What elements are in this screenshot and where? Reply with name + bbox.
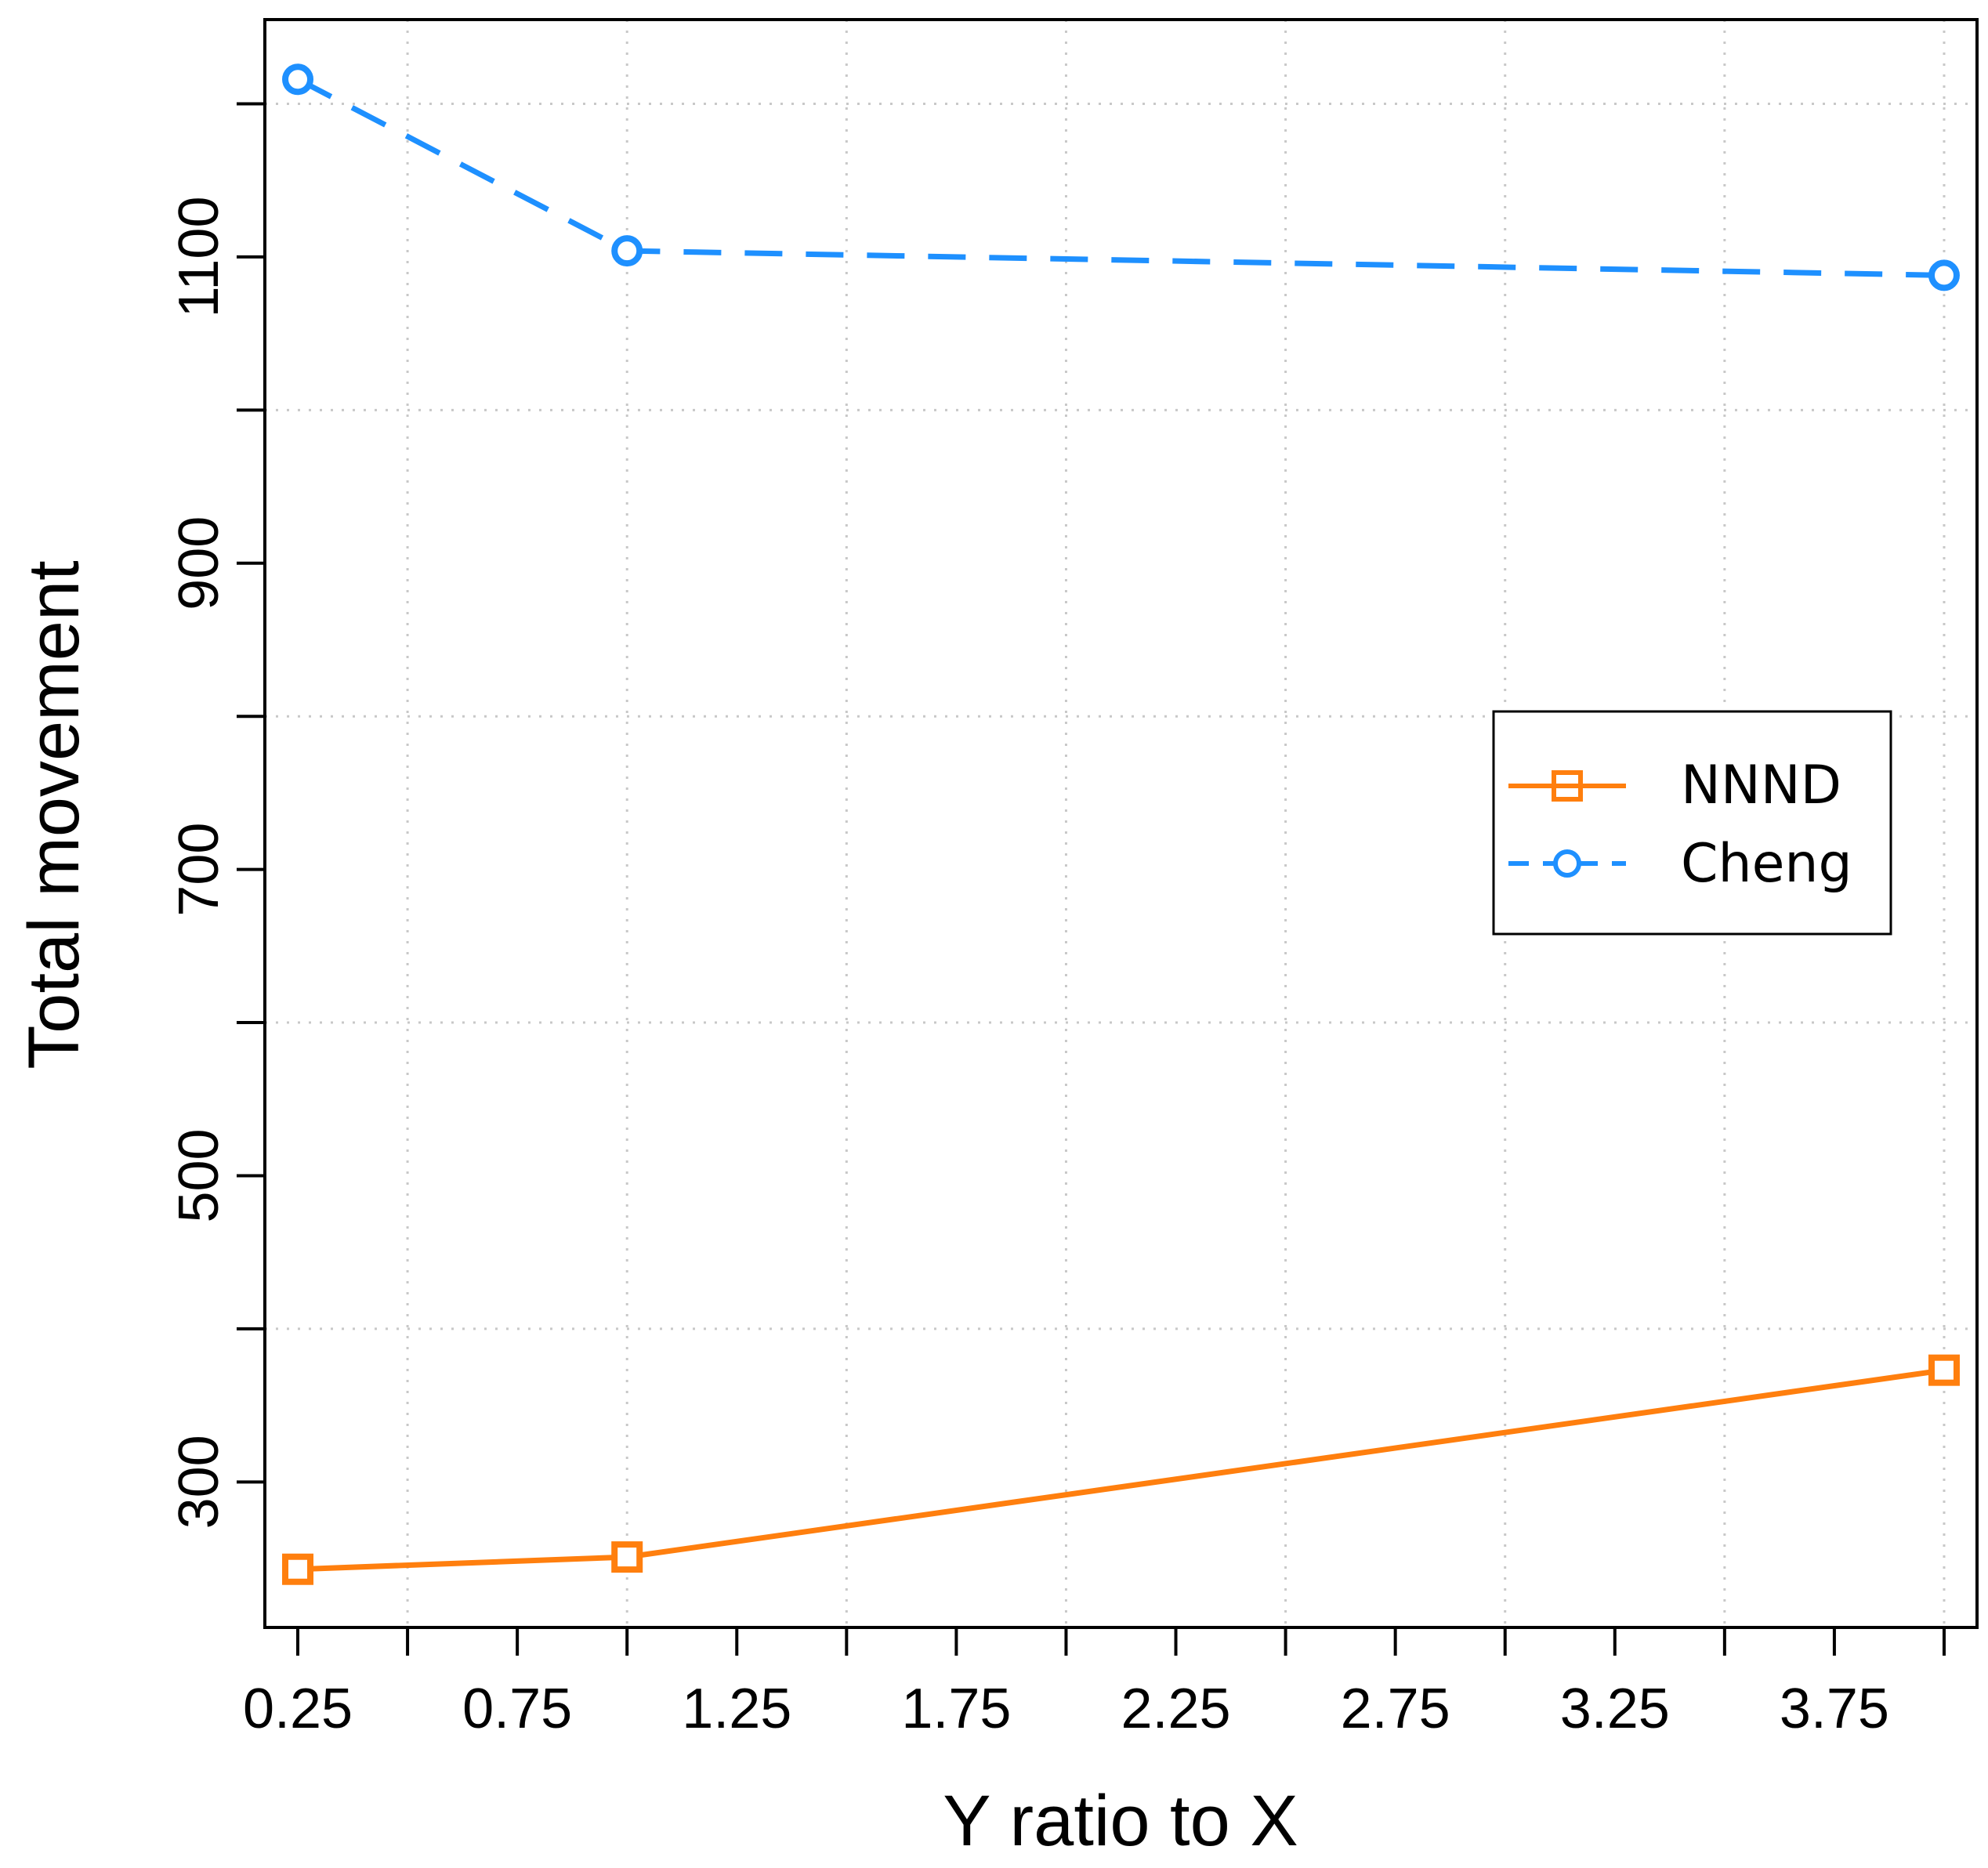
data-point-nnnd: [1928, 1354, 1960, 1386]
y-tick-label: 1100: [168, 197, 230, 318]
data-point-nnnd: [611, 1541, 643, 1573]
legend-box: [1492, 710, 1892, 936]
x-tick-label: 0.25: [243, 1678, 353, 1740]
data-point-cheng: [1928, 259, 1960, 291]
data-point-cheng: [282, 63, 314, 96]
y-axis: 300 500 700 900 1100: [168, 102, 265, 1529]
series-cheng: [282, 63, 1960, 291]
y-tick-label: 500: [168, 1128, 230, 1222]
x-tick-label: 2.25: [1121, 1678, 1230, 1740]
x-tick-label: 0.75: [462, 1678, 572, 1740]
series-line-cheng: [296, 77, 1945, 278]
legend-cheng-circle-marker-icon: [1553, 849, 1581, 878]
legend-entry-nnnd: NNND: [1508, 755, 1841, 816]
x-tick-label: 2.75: [1341, 1678, 1450, 1740]
x-axis-title: Y ratio to X: [943, 1781, 1298, 1861]
plot-frame: [263, 18, 1979, 1629]
x-tick-label: 1.75: [901, 1678, 1011, 1740]
legend-entry-cheng: Cheng: [1508, 833, 1852, 895]
x-axis: 0.25 0.75 1.25 1.75 2.25 2.75 3.25 3.75: [243, 1627, 1946, 1740]
legend-nnnd-square-marker-icon: [1552, 770, 1583, 802]
x-tick-label: 3.75: [1780, 1678, 1889, 1740]
series-line-nnnd: [297, 1367, 1945, 1573]
legend-nnnd-label: NNND: [1681, 755, 1841, 816]
data-point-nnnd: [282, 1553, 314, 1585]
y-tick-label: 900: [168, 516, 230, 610]
x-tick-label: 3.25: [1560, 1678, 1670, 1740]
series-nnnd: [282, 1354, 1960, 1585]
data-point-cheng: [611, 235, 643, 267]
y-tick-label: 700: [168, 823, 230, 917]
legend-cheng-label: Cheng: [1681, 833, 1852, 895]
legend: NNND Cheng: [1492, 710, 1892, 936]
y-tick-label: 300: [168, 1435, 230, 1529]
series-layer: [282, 63, 1960, 1585]
x-tick-label: 1.25: [682, 1678, 791, 1740]
y-axis-title: Total movement: [14, 560, 94, 1069]
